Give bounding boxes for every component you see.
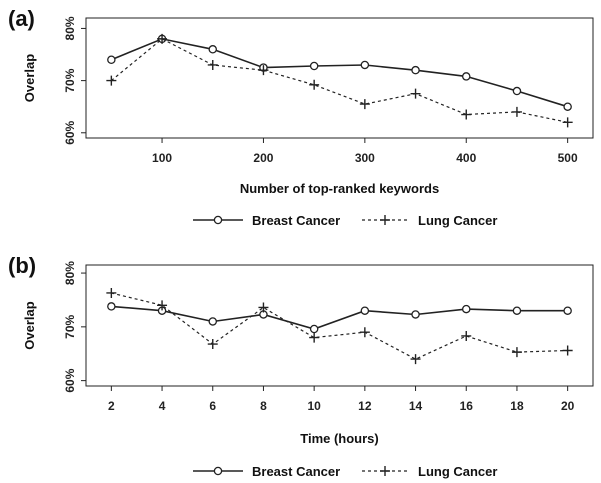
panel-b-label: (b): [8, 253, 36, 278]
panel-a-legend-lung-text: Lung Cancer: [418, 213, 497, 228]
panel-a-series-breast-point: [512, 86, 522, 96]
panel-b-series-breast-point: [563, 306, 572, 315]
panel-b-xtick-label: 8: [260, 399, 267, 413]
panel-a-series-breast-point: [563, 102, 572, 111]
panel-b-series-lung-point: [258, 302, 269, 313]
panel-b-xtick-label: 14: [409, 399, 423, 413]
panel-a-series-lung-point: [258, 65, 269, 76]
panel-b-ytick-label: 70%: [63, 315, 77, 339]
panel-b-ytick-label: 60%: [63, 368, 77, 392]
panel-a-plot-frame: [85, 17, 594, 139]
panel-b-xtick-label: 16: [460, 399, 474, 413]
panel-b-series-breast-point: [461, 304, 471, 314]
panel-a-xtick-label: 300: [355, 151, 375, 165]
panel-a-series-breast-line: [110, 38, 568, 108]
panel-a-ylabel: Overlap: [22, 54, 37, 102]
panel-b-series-lung-point: [106, 287, 117, 298]
panel-a-series-lung-point: [562, 117, 573, 128]
panel-b-series-lung-point: [562, 345, 573, 356]
panel-a-xtick-label: 400: [456, 151, 476, 165]
panel-a-series-lung-point: [106, 75, 117, 86]
panel-b-series-lung-point: [359, 327, 370, 338]
panel-b-series-breast-point: [411, 310, 420, 319]
panel-a-series-breast-point: [107, 55, 116, 64]
panel-b-series-breast-point: [360, 306, 370, 315]
panel-b-xtick-label: 20: [561, 399, 575, 413]
panel-b-ylabel: Overlap: [22, 301, 37, 349]
panel-b-series-breast-point: [107, 302, 116, 311]
panel-b-series-breast-point: [512, 306, 522, 315]
panel-a-series-lung-point: [359, 99, 370, 110]
panel-b-series-lung-line: [111, 292, 568, 360]
panel-b-series-lung-point: [309, 332, 320, 343]
panel-b-xtick-label: 6: [209, 399, 216, 413]
panel-a-label: (a): [8, 6, 35, 31]
panel-a-series-lung-point: [410, 88, 421, 99]
panel-b-series-breast-line: [111, 305, 568, 330]
panel-b-plot-frame: [85, 264, 594, 387]
panel-b-xtick-label: 18: [510, 399, 524, 413]
panel-b-ytick-label: 80%: [63, 261, 77, 285]
panel-a-series-lung-point: [157, 33, 168, 44]
panel-b-xtick-label: 4: [159, 399, 166, 413]
panel-a-xtick-label: 500: [558, 151, 578, 165]
panel-b-legend-lung-marker: [380, 466, 390, 476]
panel-b-series-lung-point: [410, 354, 421, 365]
panel-b-legend-lung-text: Lung Cancer: [418, 464, 497, 479]
panel-a-series-breast-point: [208, 45, 217, 54]
panel-a-xtick-label: 100: [152, 151, 172, 165]
panel-b-xtick-label: 10: [307, 399, 321, 413]
panel-a-ytick-label: 80%: [63, 16, 77, 40]
panel-a-series-breast-point: [360, 60, 370, 70]
panel-b-series-lung-point: [157, 300, 168, 311]
panel-a-series-lung-point: [207, 59, 218, 70]
panel-b-series-breast-point: [208, 317, 217, 326]
panel-b-series-breast-point: [309, 324, 319, 334]
panel-a-series-breast-point: [461, 72, 471, 81]
panel-b-xlabel: Time (hours): [300, 431, 379, 446]
panel-a-series-lung-point: [511, 106, 522, 117]
panel-a-legend-breast-marker: [213, 215, 223, 225]
panel-a-ytick-label: 70%: [63, 68, 77, 92]
panel-b-series-lung-point: [511, 347, 522, 358]
panel-b-series-lung-point: [207, 339, 218, 350]
panel-a-series-lung-line: [110, 38, 568, 123]
panel-a-series-breast-point: [411, 65, 420, 75]
panel-b-legend-breast-text: Breast Cancer: [252, 464, 340, 479]
panel-a-series-lung-point: [461, 109, 472, 120]
panel-b-series-lung-point: [461, 330, 472, 341]
panel-a-xlabel: Number of top-ranked keywords: [240, 181, 439, 196]
panel-a-series-breast-point: [309, 61, 319, 71]
panel-b-xtick-label: 12: [358, 399, 372, 413]
panel-b-xtick-label: 2: [108, 399, 115, 413]
panel-a-legend-lung-marker: [380, 215, 390, 225]
panel-a-ytick-label: 60%: [63, 120, 77, 144]
panel-a-legend-breast-text: Breast Cancer: [252, 213, 340, 228]
panel-a-series-lung-point: [309, 79, 320, 90]
panel-a-xtick-label: 200: [253, 151, 273, 165]
panel-b-legend-breast-marker: [213, 466, 223, 476]
